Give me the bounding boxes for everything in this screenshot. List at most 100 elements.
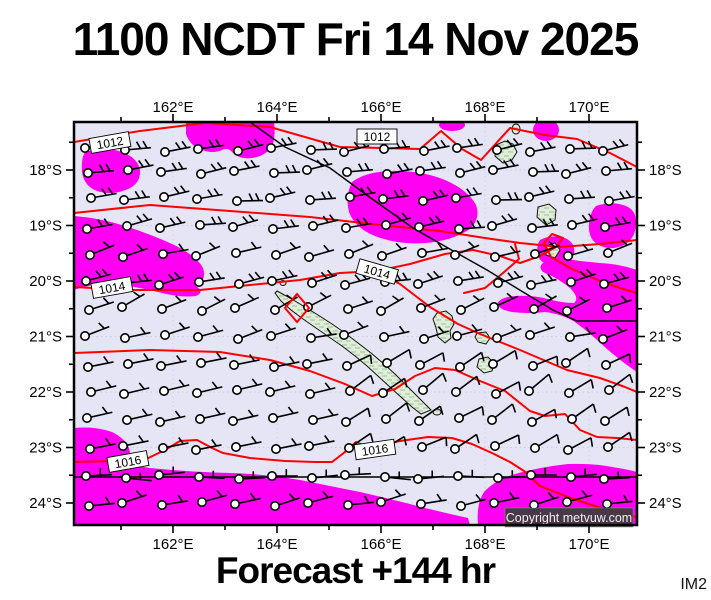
barb-feather bbox=[580, 190, 586, 199]
station-circle bbox=[270, 250, 281, 261]
wind-barb bbox=[452, 270, 484, 286]
station-circle bbox=[85, 443, 96, 454]
barb-shaft bbox=[609, 353, 630, 364]
barb-feather bbox=[211, 439, 218, 447]
station-circle bbox=[449, 250, 460, 261]
wind-barb bbox=[158, 437, 189, 453]
barb-shaft bbox=[385, 246, 407, 256]
wind-barb bbox=[449, 433, 480, 454]
lat-label: 18°S bbox=[29, 162, 62, 179]
wind-barb bbox=[597, 325, 628, 344]
barb-feather bbox=[324, 435, 331, 443]
station-circle bbox=[269, 304, 280, 315]
barb-feather bbox=[363, 495, 370, 504]
station-circle bbox=[597, 333, 608, 344]
barb-feather bbox=[507, 272, 514, 280]
barb-feather bbox=[329, 214, 336, 222]
wind-barb bbox=[524, 322, 555, 340]
wind-barb bbox=[82, 218, 113, 235]
station-circle bbox=[598, 278, 609, 289]
barb-feather bbox=[139, 326, 146, 335]
station-circle bbox=[492, 472, 503, 483]
map-frame bbox=[72, 120, 639, 527]
barb-feather bbox=[249, 354, 256, 362]
isobar-label-text: 1016 bbox=[361, 441, 390, 459]
wind-barb bbox=[119, 190, 150, 206]
station-circle bbox=[454, 361, 465, 372]
station-circle bbox=[340, 416, 351, 427]
barb-feather bbox=[143, 273, 149, 282]
barb-feather bbox=[142, 140, 148, 149]
barb-shaft bbox=[571, 248, 594, 256]
wind-barb bbox=[599, 216, 631, 233]
station-circle bbox=[415, 302, 426, 313]
barb-feather bbox=[287, 406, 294, 414]
barb-feather bbox=[247, 140, 254, 148]
wind-barb bbox=[193, 324, 224, 342]
barb-feather bbox=[281, 270, 288, 279]
station-circle bbox=[342, 303, 353, 314]
station-circle bbox=[266, 275, 277, 286]
station-circle bbox=[154, 279, 165, 290]
barb-feather bbox=[138, 435, 145, 443]
barb-feather bbox=[287, 136, 294, 145]
station-circle bbox=[343, 249, 354, 260]
barb-shaft bbox=[352, 501, 374, 506]
barb-feather bbox=[518, 381, 522, 391]
wind-barb bbox=[267, 219, 299, 235]
wind-barb bbox=[234, 271, 265, 289]
barb-feather bbox=[395, 242, 403, 250]
station-circle bbox=[343, 442, 354, 453]
lon-label: 164°E bbox=[256, 99, 297, 116]
wind-barb bbox=[490, 192, 523, 206]
barb-shaft bbox=[94, 385, 117, 392]
wind-barb bbox=[267, 406, 299, 423]
wind-barb bbox=[84, 496, 115, 511]
station-circle bbox=[603, 384, 614, 395]
barb-feather bbox=[281, 138, 287, 146]
barb-shaft bbox=[537, 496, 559, 505]
barb-shaft bbox=[537, 295, 557, 308]
wind-barb bbox=[119, 382, 150, 399]
wind-barb bbox=[160, 322, 190, 340]
station-circle bbox=[454, 168, 465, 179]
barb-shaft bbox=[199, 245, 221, 256]
wind-barb bbox=[492, 470, 525, 483]
wind-barb bbox=[196, 352, 227, 368]
station-circle bbox=[565, 471, 576, 482]
barb-feather bbox=[398, 325, 405, 334]
barb-feather bbox=[135, 490, 143, 498]
wind-barb bbox=[301, 157, 333, 176]
chart-title: 1100 NCDT Fri 14 Nov 2025 bbox=[72, 13, 640, 65]
station-circle bbox=[342, 499, 353, 510]
station-circle bbox=[118, 252, 129, 263]
barb-feather bbox=[361, 296, 369, 304]
barb-feather bbox=[248, 193, 254, 202]
station-circle bbox=[417, 196, 428, 207]
isobar-label-box bbox=[356, 128, 398, 145]
station-circle bbox=[85, 250, 96, 261]
station-circle bbox=[267, 224, 278, 235]
station-circle bbox=[264, 193, 275, 204]
barb-shaft bbox=[463, 351, 483, 366]
barb-feather bbox=[513, 270, 520, 278]
barb-feather bbox=[104, 496, 111, 505]
wind-barb bbox=[120, 326, 151, 343]
wind-barb bbox=[303, 244, 335, 263]
wind-barb bbox=[564, 140, 597, 155]
wind-barb bbox=[86, 187, 117, 204]
barb-shaft bbox=[200, 386, 223, 393]
barb-feather bbox=[135, 141, 142, 150]
barb-feather bbox=[284, 380, 291, 388]
barb-shaft bbox=[427, 330, 449, 339]
barb-shaft bbox=[166, 442, 189, 448]
barb-feather bbox=[540, 274, 547, 283]
wind-barb bbox=[598, 471, 631, 484]
barb-shaft bbox=[572, 378, 592, 392]
wind-barb bbox=[266, 269, 298, 286]
wind-barb bbox=[451, 323, 483, 341]
barb-feather bbox=[545, 293, 553, 300]
barb-feather bbox=[284, 323, 292, 331]
isobar-label: 1016 bbox=[353, 438, 397, 461]
barb-feather bbox=[405, 402, 411, 412]
